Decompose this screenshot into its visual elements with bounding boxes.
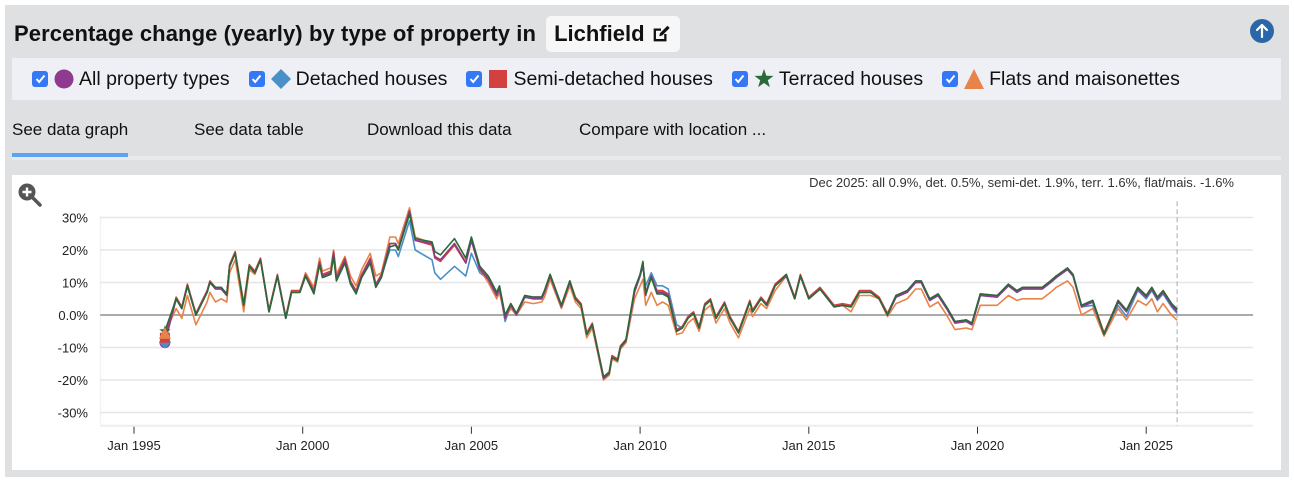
tab-see-data-graph[interactable]: See data graph [12, 120, 129, 157]
check-icon [945, 74, 955, 84]
triangle-icon [964, 69, 985, 89]
circle-icon [54, 69, 74, 89]
square-icon [488, 69, 508, 89]
check-icon [735, 74, 745, 84]
diamond-icon [270, 69, 291, 89]
legend-label: Detached houses [295, 67, 448, 90]
latest-values-annotation: Dec 2025: all 0.9%, det. 0.5%, semi-det.… [809, 175, 1234, 190]
check-icon [469, 74, 480, 84]
scroll-top-button[interactable] [1250, 19, 1274, 43]
legend-item[interactable]: Detached houses [248, 67, 448, 91]
location-button[interactable]: Lichfield [546, 16, 680, 52]
location-name: Lichfield [554, 21, 645, 46]
checkbox[interactable] [731, 71, 748, 87]
legend-label: Semi-detached houses [513, 67, 713, 90]
page-title: Percentage change (yearly) by type of pr… [14, 21, 537, 46]
tab-see-data-table[interactable]: See data table [194, 120, 304, 139]
legend-item[interactable]: Terraced houses [731, 67, 924, 91]
legend-item[interactable]: Flats and maisonettes [942, 68, 1180, 91]
legend-item[interactable]: All property types [32, 68, 230, 91]
header: Percentage change (yearly) by type of pr… [14, 16, 680, 52]
check-icon [251, 74, 262, 84]
view-tabs: See data graph See data table Download t… [12, 112, 1281, 160]
legend-label: Flats and maisonettes [989, 67, 1180, 90]
arrow-up-icon [1255, 23, 1269, 39]
zoom-in-icon[interactable] [17, 182, 43, 208]
tab-download-data[interactable]: Download this data [367, 120, 512, 139]
edit-icon [653, 25, 670, 42]
legend-item[interactable]: Semi-detached houses [466, 67, 713, 91]
series-legend: All property types Detached houses Semi-… [12, 58, 1281, 100]
star-icon [754, 69, 774, 89]
tab-compare-location[interactable]: Compare with location ... [579, 120, 767, 139]
checkbox[interactable] [942, 71, 959, 87]
checkbox[interactable] [466, 71, 483, 87]
legend-label: Terraced houses [778, 67, 924, 90]
checkbox[interactable] [248, 71, 265, 87]
check-icon [35, 74, 45, 84]
chart-area: Dec 2025: all 0.9%, det. 0.5%, semi-det.… [12, 175, 1281, 470]
legend-label: All property types [79, 67, 230, 90]
checkbox[interactable] [32, 71, 48, 87]
